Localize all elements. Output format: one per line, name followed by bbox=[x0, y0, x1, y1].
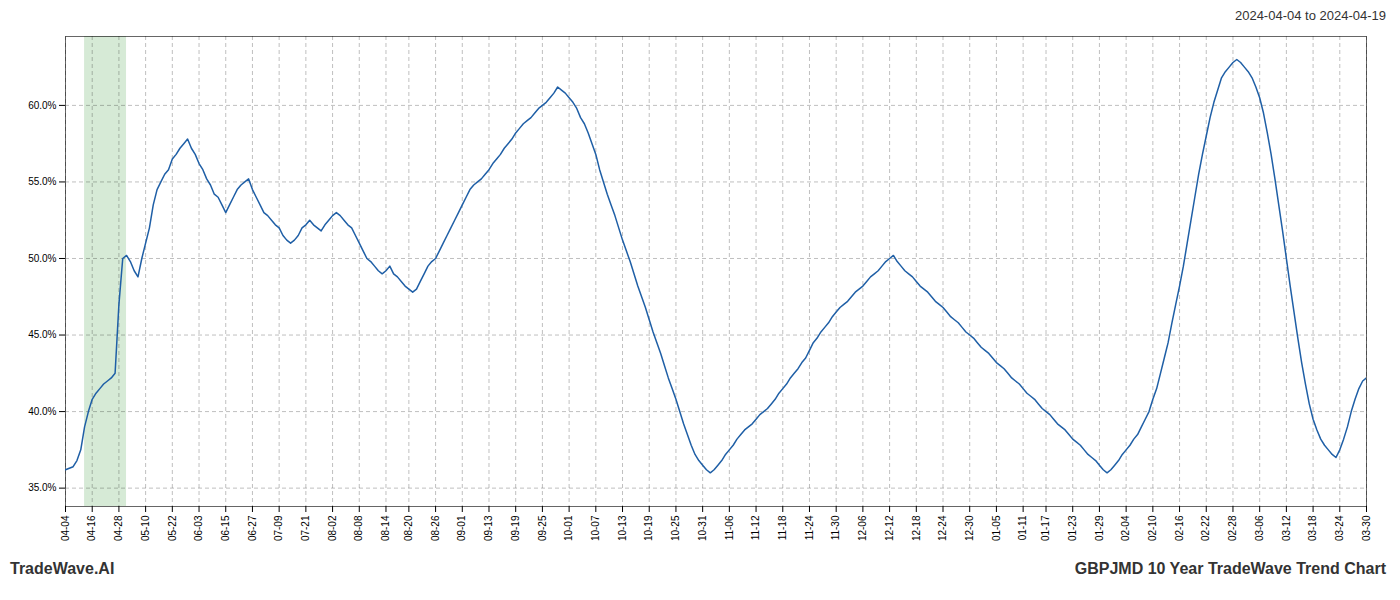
svg-text:09-25: 09-25 bbox=[537, 515, 548, 541]
svg-text:12-18: 12-18 bbox=[911, 515, 922, 541]
svg-text:12-30: 12-30 bbox=[964, 515, 975, 541]
svg-text:55.0%: 55.0% bbox=[28, 176, 56, 187]
svg-text:08-14: 08-14 bbox=[380, 515, 391, 541]
svg-text:02-28: 02-28 bbox=[1227, 515, 1238, 541]
svg-text:10-19: 10-19 bbox=[643, 515, 654, 541]
svg-text:01-23: 01-23 bbox=[1067, 515, 1078, 541]
svg-text:04-16: 04-16 bbox=[86, 515, 97, 541]
svg-text:07-21: 07-21 bbox=[300, 515, 311, 541]
svg-text:03-18: 03-18 bbox=[1307, 515, 1318, 541]
svg-text:02-10: 02-10 bbox=[1147, 515, 1158, 541]
svg-text:05-22: 05-22 bbox=[167, 515, 178, 541]
svg-text:07-09: 07-09 bbox=[273, 515, 284, 541]
svg-text:40.0%: 40.0% bbox=[28, 406, 56, 417]
svg-text:08-02: 08-02 bbox=[327, 515, 338, 541]
svg-text:11-12: 11-12 bbox=[750, 515, 761, 540]
svg-text:11-06: 11-06 bbox=[724, 515, 735, 540]
svg-text:09-19: 09-19 bbox=[510, 515, 521, 541]
svg-text:10-31: 10-31 bbox=[697, 515, 708, 541]
svg-text:12-06: 12-06 bbox=[857, 515, 868, 541]
svg-text:08-08: 08-08 bbox=[353, 515, 364, 541]
svg-text:03-12: 03-12 bbox=[1281, 515, 1292, 541]
svg-text:08-26: 08-26 bbox=[430, 515, 441, 541]
svg-text:11-30: 11-30 bbox=[830, 515, 841, 540]
svg-text:11-24: 11-24 bbox=[804, 515, 815, 540]
html-text:GBPJMD 10 Year TradeWave Trend: GBPJMD 10 Year TradeWave Trend Chart bbox=[1074, 560, 1386, 577]
svg-text:06-03: 06-03 bbox=[193, 515, 204, 541]
svg-text:08-20: 08-20 bbox=[403, 515, 414, 541]
html-text:2024-04-04 to 2024-04-19: 2024-04-04 to 2024-04-19 bbox=[1234, 8, 1386, 23]
svg-text:06-27: 06-27 bbox=[247, 515, 258, 541]
svg-text:02-22: 02-22 bbox=[1200, 515, 1211, 541]
svg-text:02-16: 02-16 bbox=[1174, 515, 1185, 541]
html-text:TradeWave.AI: TradeWave.AI bbox=[10, 560, 115, 577]
svg-text:60.0%: 60.0% bbox=[28, 100, 56, 111]
svg-text:02-04: 02-04 bbox=[1120, 515, 1131, 541]
svg-text:10-13: 10-13 bbox=[617, 515, 628, 541]
svg-text:12-12: 12-12 bbox=[884, 515, 895, 541]
svg-text:04-04: 04-04 bbox=[60, 515, 71, 541]
svg-text:03-30: 03-30 bbox=[1361, 515, 1372, 541]
svg-text:11-18: 11-18 bbox=[777, 515, 788, 540]
svg-text:10-01: 10-01 bbox=[563, 515, 574, 541]
svg-text:01-17: 01-17 bbox=[1040, 515, 1051, 541]
svg-text:01-29: 01-29 bbox=[1094, 515, 1105, 541]
svg-text:09-01: 09-01 bbox=[456, 515, 467, 541]
svg-text:06-15: 06-15 bbox=[220, 515, 231, 541]
svg-text:03-24: 03-24 bbox=[1334, 515, 1345, 541]
svg-text:12-24: 12-24 bbox=[937, 515, 948, 541]
svg-text:10-25: 10-25 bbox=[670, 515, 681, 541]
svg-text:03-06: 03-06 bbox=[1254, 515, 1265, 541]
svg-text:35.0%: 35.0% bbox=[28, 482, 56, 493]
svg-text:45.0%: 45.0% bbox=[28, 329, 56, 340]
svg-text:50.0%: 50.0% bbox=[28, 253, 56, 264]
svg-text:04-28: 04-28 bbox=[113, 515, 124, 541]
svg-text:09-13: 09-13 bbox=[483, 515, 494, 541]
svg-text:01-05: 01-05 bbox=[991, 515, 1002, 541]
svg-text:01-11: 01-11 bbox=[1017, 515, 1028, 540]
svg-text:10-07: 10-07 bbox=[590, 515, 601, 541]
svg-text:05-10: 05-10 bbox=[140, 515, 151, 541]
